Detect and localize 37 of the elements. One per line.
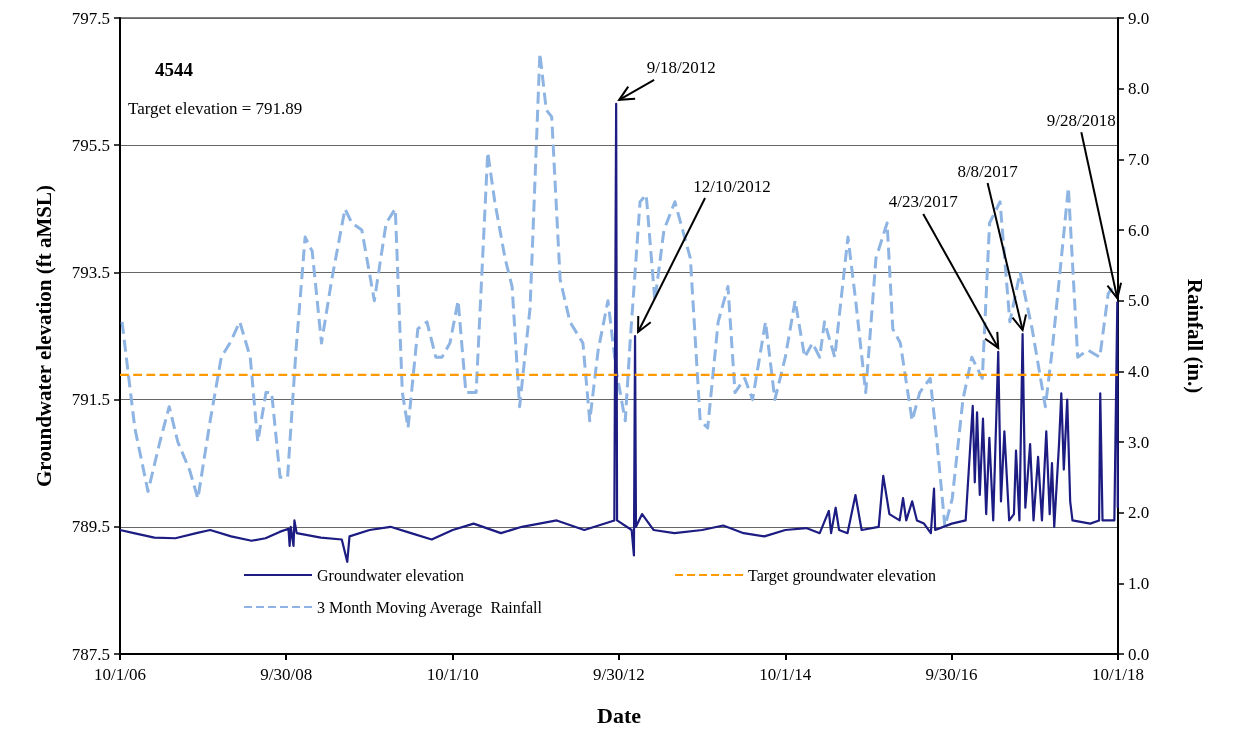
y2-tick-label: 7.0 <box>1128 149 1150 169</box>
x-tick-label: 9/30/12 <box>592 665 645 684</box>
x-tick-label: 9/30/16 <box>925 665 978 684</box>
y2-tick-label: 6.0 <box>1128 220 1150 240</box>
x-tick-label: 10/1/06 <box>94 665 146 684</box>
y2-tick-label: 0.0 <box>1128 644 1150 664</box>
y2-tick-label: 4.0 <box>1128 361 1150 381</box>
x-axis-title: Date <box>597 702 642 728</box>
legend-label: 3 Month Moving Average Rainfall <box>317 598 543 617</box>
x-tick-label: 10/1/18 <box>1092 665 1144 684</box>
y-tick-label: 791.5 <box>71 390 110 410</box>
annotation: 9/18/2012 <box>646 58 716 78</box>
annotation: 4544 <box>155 59 194 80</box>
legend-label: Target groundwater elevation <box>748 566 936 585</box>
y-tick-label: 797.5 <box>71 8 110 28</box>
y-tick-label: 789.5 <box>71 517 110 537</box>
annotation: 8/8/2017 <box>957 161 1019 181</box>
line-series <box>118 102 1119 563</box>
y2-tick-label: 3.0 <box>1128 432 1150 452</box>
y2-tick-label: 1.0 <box>1128 573 1150 593</box>
y-axis-title: Groundwater elevation (ft aMSL) <box>31 185 56 487</box>
x-tick-label: 10/1/14 <box>759 665 812 684</box>
y2-tick-label: 5.0 <box>1128 291 1150 311</box>
y-tick-label: 795.5 <box>71 135 110 155</box>
y2-tick-label: 9.0 <box>1128 8 1150 28</box>
y2-axis-title: Rainfall (in.) <box>1182 278 1207 394</box>
annotation: 4/23/2017 <box>888 192 959 212</box>
y2-tick-label: 2.0 <box>1128 503 1150 523</box>
x-tick-label: 10/1/10 <box>426 665 479 684</box>
annotation: Target elevation = 791.89 <box>128 99 303 118</box>
x-tick-label: 9/30/08 <box>260 665 313 684</box>
annotation: 9/28/2018 <box>1046 110 1116 130</box>
annotation: 12/10/2012 <box>693 176 771 196</box>
y-tick-label: 793.5 <box>71 262 110 282</box>
legend-label: Groundwater elevation <box>317 566 465 584</box>
y-tick-label: 787.5 <box>71 644 110 664</box>
y2-tick-label: 8.0 <box>1128 79 1150 99</box>
